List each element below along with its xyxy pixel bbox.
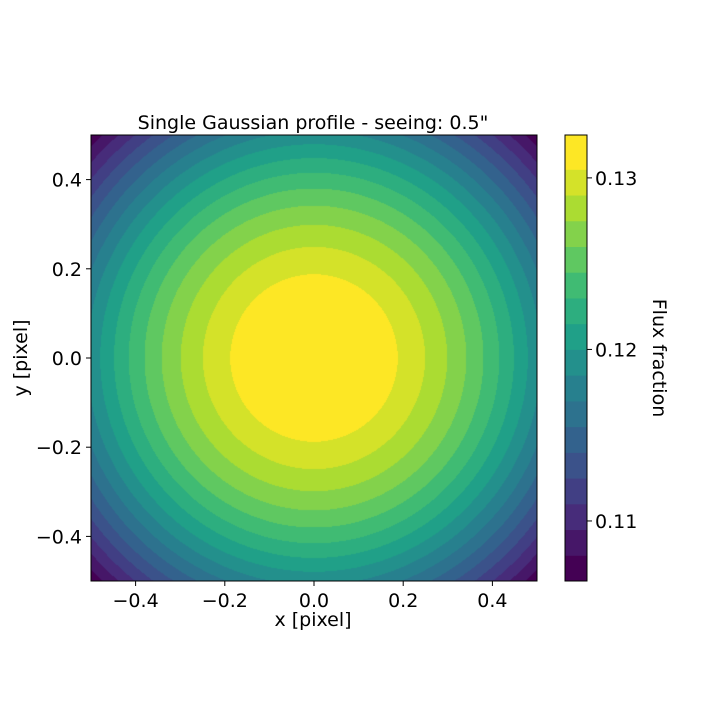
colorbar-ticks: 0.11 0.12 0.13: [587, 168, 637, 533]
colorbar-band: [565, 400, 587, 428]
y-tick-label: 0.4: [52, 170, 82, 192]
colorbar-band: [565, 349, 587, 376]
colorbar-band: [565, 478, 587, 505]
colorbar-band: [565, 323, 587, 350]
y-axis: −0.4 −0.2 0.0 0.2 0.4: [36, 170, 91, 548]
colorbar-band: [565, 169, 587, 196]
y-tick-label: −0.2: [36, 437, 82, 459]
x-axis: −0.4 −0.2 0.0 0.2 0.4: [113, 581, 508, 612]
colorbar-band: [565, 272, 587, 299]
y-tick-label: 0.0: [52, 348, 82, 370]
colorbar-tick-label: 0.13: [595, 168, 637, 190]
y-axis-label: y [pixel]: [10, 319, 32, 396]
colorbar-band: [565, 297, 587, 325]
colorbar-band: [565, 529, 587, 556]
colorbar-band: [565, 452, 587, 479]
colorbar-frame: [564, 134, 588, 582]
colorbar: 0.11 0.12 0.13 Flux fraction: [564, 134, 670, 582]
colorbar-band: [565, 135, 587, 170]
colorbar-band: [565, 220, 587, 247]
colorbar-band: [565, 426, 587, 453]
colorbar-band: [565, 195, 587, 222]
colorbar-bands: [565, 135, 587, 582]
colorbar-tick-label: 0.11: [595, 511, 637, 533]
colorbar-tick-label: 0.12: [595, 339, 637, 361]
colorbar-label: Flux fraction: [648, 299, 670, 418]
x-tick-label: 0.4: [477, 590, 507, 612]
colorbar-band: [565, 555, 587, 582]
x-tick-label: 0.2: [388, 590, 418, 612]
plot-area: [91, 135, 537, 581]
contour-image: [91, 135, 537, 581]
y-tick-label: −0.4: [36, 526, 82, 548]
x-tick-label: −0.2: [202, 590, 248, 612]
colorbar-band: [565, 246, 587, 273]
colorbar-band: [565, 503, 587, 531]
chart-title: Single Gaussian profile - seeing: 0.5": [138, 112, 489, 134]
x-tick-label: 0.0: [299, 590, 329, 612]
colorbar-band: [565, 375, 587, 402]
x-axis-label: x [pixel]: [274, 609, 351, 631]
y-tick-label: 0.2: [52, 259, 82, 281]
x-tick-label: −0.4: [113, 590, 159, 612]
